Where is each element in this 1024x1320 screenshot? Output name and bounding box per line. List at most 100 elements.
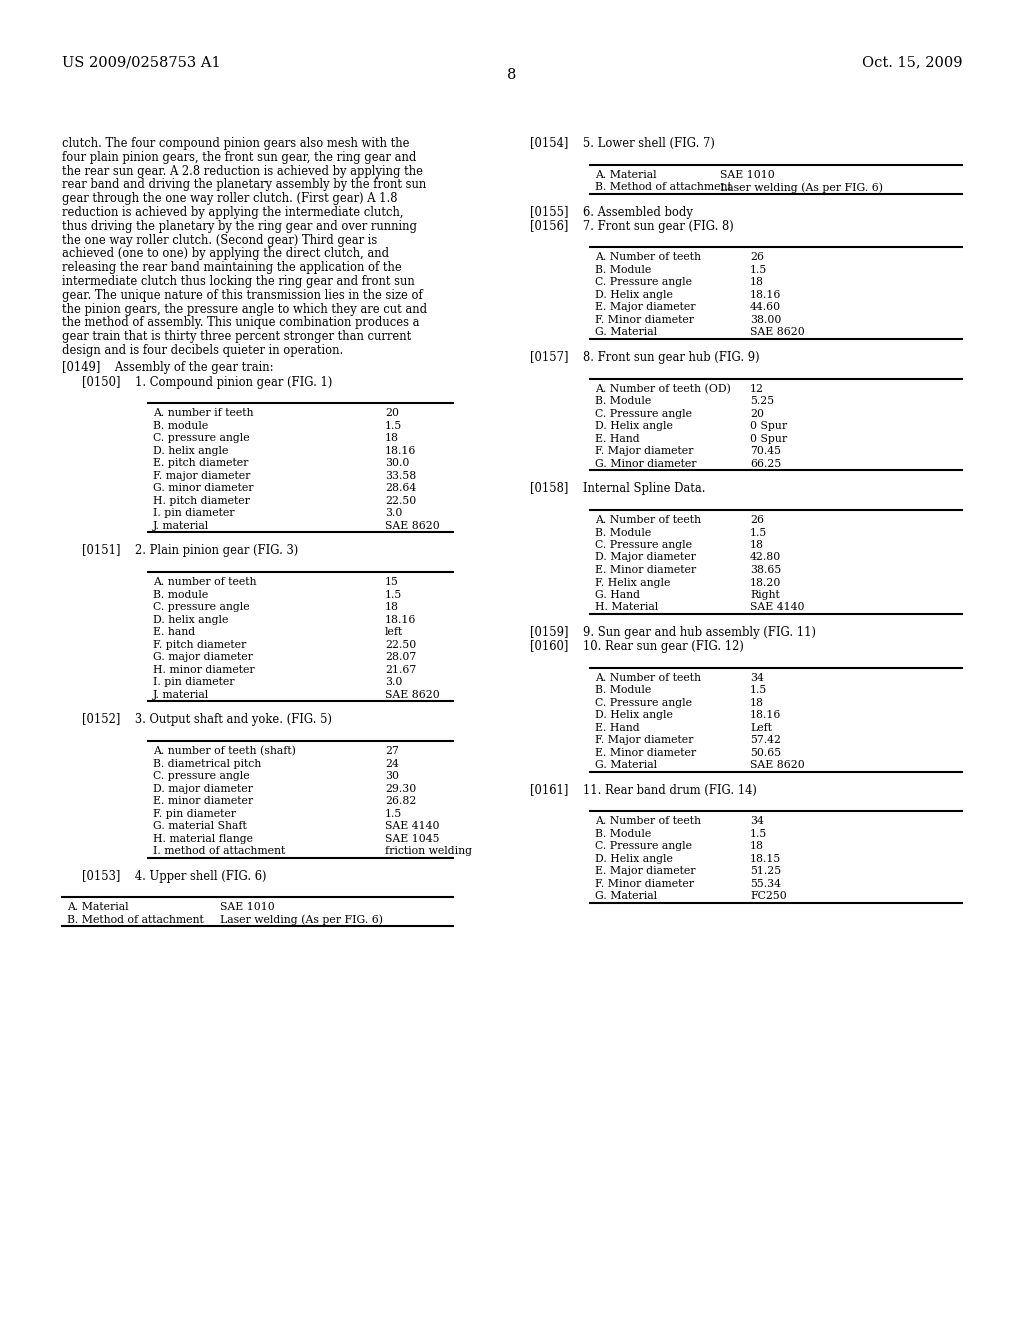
Text: B. Module: B. Module: [595, 829, 651, 840]
Text: releasing the rear band maintaining the application of the: releasing the rear band maintaining the …: [62, 261, 401, 275]
Text: 38.65: 38.65: [750, 565, 781, 576]
Text: SAE 1045: SAE 1045: [385, 833, 439, 843]
Text: E. Hand: E. Hand: [595, 434, 640, 444]
Text: 28.64: 28.64: [385, 483, 416, 494]
Text: F. pin diameter: F. pin diameter: [153, 808, 236, 818]
Text: J. material: J. material: [153, 521, 209, 531]
Text: 55.34: 55.34: [750, 879, 781, 888]
Text: D. major diameter: D. major diameter: [153, 784, 253, 793]
Text: Right: Right: [750, 590, 779, 601]
Text: 50.65: 50.65: [750, 747, 781, 758]
Text: 18: 18: [385, 602, 399, 612]
Text: B. Module: B. Module: [595, 265, 651, 275]
Text: reduction is achieved by applying the intermediate clutch,: reduction is achieved by applying the in…: [62, 206, 403, 219]
Text: 21.67: 21.67: [385, 665, 416, 675]
Text: SAE 8620: SAE 8620: [750, 760, 805, 770]
Text: 44.60: 44.60: [750, 302, 781, 313]
Text: B. Method of attachment: B. Method of attachment: [67, 915, 204, 925]
Text: 51.25: 51.25: [750, 866, 781, 876]
Text: [0157]    8. Front sun gear hub (FIG. 9): [0157] 8. Front sun gear hub (FIG. 9): [530, 351, 760, 364]
Text: B. Method of attachment: B. Method of attachment: [595, 182, 732, 193]
Text: G. Minor diameter: G. Minor diameter: [595, 459, 696, 469]
Text: A. Number of teeth: A. Number of teeth: [595, 673, 701, 682]
Text: 70.45: 70.45: [750, 446, 781, 457]
Text: gear. The unique nature of this transmission lies in the size of: gear. The unique nature of this transmis…: [62, 289, 423, 302]
Text: 42.80: 42.80: [750, 553, 781, 562]
Text: F. pitch diameter: F. pitch diameter: [153, 640, 246, 649]
Text: 18: 18: [750, 841, 764, 851]
Text: intermediate clutch thus locking the ring gear and front sun: intermediate clutch thus locking the rin…: [62, 275, 415, 288]
Text: A. Number of teeth: A. Number of teeth: [595, 515, 701, 525]
Text: 18.16: 18.16: [385, 615, 417, 624]
Text: 38.00: 38.00: [750, 315, 781, 325]
Text: [0156]    7. Front sun gear (FIG. 8): [0156] 7. Front sun gear (FIG. 8): [530, 219, 734, 232]
Text: 18.16: 18.16: [385, 446, 417, 455]
Text: achieved (one to one) by applying the direct clutch, and: achieved (one to one) by applying the di…: [62, 247, 389, 260]
Text: 18.16: 18.16: [750, 710, 781, 721]
Text: [0158]    Internal Spline Data.: [0158] Internal Spline Data.: [530, 482, 706, 495]
Text: B. diametrical pitch: B. diametrical pitch: [153, 759, 261, 768]
Text: G. Material: G. Material: [595, 760, 657, 770]
Text: B. module: B. module: [153, 421, 208, 430]
Text: 57.42: 57.42: [750, 735, 781, 744]
Text: 1.5: 1.5: [750, 685, 767, 696]
Text: US 2009/0258753 A1: US 2009/0258753 A1: [62, 55, 220, 69]
Text: 0 Spur: 0 Spur: [750, 421, 787, 432]
Text: [0159]    9. Sun gear and hub assembly (FIG. 11): [0159] 9. Sun gear and hub assembly (FIG…: [530, 626, 816, 639]
Text: 20: 20: [750, 409, 764, 418]
Text: B. Module: B. Module: [595, 396, 651, 407]
Text: G. major diameter: G. major diameter: [153, 652, 253, 663]
Text: 22.50: 22.50: [385, 640, 416, 649]
Text: C. Pressure angle: C. Pressure angle: [595, 697, 692, 708]
Text: Oct. 15, 2009: Oct. 15, 2009: [861, 55, 962, 69]
Text: C. Pressure angle: C. Pressure angle: [595, 540, 692, 550]
Text: C. pressure angle: C. pressure angle: [153, 433, 250, 444]
Text: four plain pinion gears, the front sun gear, the ring gear and: four plain pinion gears, the front sun g…: [62, 150, 417, 164]
Text: 0 Spur: 0 Spur: [750, 434, 787, 444]
Text: 18: 18: [385, 433, 399, 444]
Text: 66.25: 66.25: [750, 459, 781, 469]
Text: 28.07: 28.07: [385, 652, 416, 663]
Text: E. Major diameter: E. Major diameter: [595, 302, 695, 313]
Text: E. Minor diameter: E. Minor diameter: [595, 565, 696, 576]
Text: the rear sun gear. A 2.8 reduction is achieved by applying the: the rear sun gear. A 2.8 reduction is ac…: [62, 165, 423, 178]
Text: C. Pressure angle: C. Pressure angle: [595, 841, 692, 851]
Text: 18: 18: [750, 277, 764, 288]
Text: E. Minor diameter: E. Minor diameter: [595, 747, 696, 758]
Text: C. pressure angle: C. pressure angle: [153, 771, 250, 781]
Text: A. Number of teeth (OD): A. Number of teeth (OD): [595, 384, 731, 393]
Text: G. Hand: G. Hand: [595, 590, 640, 601]
Text: the one way roller clutch. (Second gear) Third gear is: the one way roller clutch. (Second gear)…: [62, 234, 377, 247]
Text: left: left: [385, 627, 403, 638]
Text: gear through the one way roller clutch. (First gear) A 1.8: gear through the one way roller clutch. …: [62, 193, 397, 205]
Text: SAE 8620: SAE 8620: [385, 690, 439, 700]
Text: I. method of attachment: I. method of attachment: [153, 846, 286, 855]
Text: F. Minor diameter: F. Minor diameter: [595, 315, 694, 325]
Text: gear train that is thirty three percent stronger than current: gear train that is thirty three percent …: [62, 330, 412, 343]
Text: 22.50: 22.50: [385, 496, 416, 506]
Text: A. number of teeth: A. number of teeth: [153, 577, 256, 587]
Text: 18: 18: [750, 697, 764, 708]
Text: 33.58: 33.58: [385, 471, 416, 480]
Text: rear band and driving the planetary assembly by the front sun: rear band and driving the planetary asse…: [62, 178, 426, 191]
Text: design and is four decibels quieter in operation.: design and is four decibels quieter in o…: [62, 345, 343, 356]
Text: D. Helix angle: D. Helix angle: [595, 710, 673, 721]
Text: B. module: B. module: [153, 590, 208, 599]
Text: 8: 8: [507, 69, 517, 82]
Text: 1.5: 1.5: [750, 829, 767, 840]
Text: 3.0: 3.0: [385, 677, 402, 688]
Text: [0161]    11. Rear band drum (FIG. 14): [0161] 11. Rear band drum (FIG. 14): [530, 784, 757, 796]
Text: F. Major diameter: F. Major diameter: [595, 735, 693, 744]
Text: 26.82: 26.82: [385, 796, 417, 807]
Text: 27: 27: [385, 746, 399, 756]
Text: 1.5: 1.5: [750, 265, 767, 275]
Text: C. Pressure angle: C. Pressure angle: [595, 277, 692, 288]
Text: clutch. The four compound pinion gears also mesh with the: clutch. The four compound pinion gears a…: [62, 137, 410, 150]
Text: Left: Left: [750, 722, 772, 733]
Text: [0150]    1. Compound pinion gear (FIG. 1): [0150] 1. Compound pinion gear (FIG. 1): [82, 376, 333, 388]
Text: 24: 24: [385, 759, 399, 768]
Text: the pinion gears, the pressure angle to which they are cut and: the pinion gears, the pressure angle to …: [62, 302, 427, 315]
Text: 30.0: 30.0: [385, 458, 410, 469]
Text: 12: 12: [750, 384, 764, 393]
Text: F. Minor diameter: F. Minor diameter: [595, 879, 694, 888]
